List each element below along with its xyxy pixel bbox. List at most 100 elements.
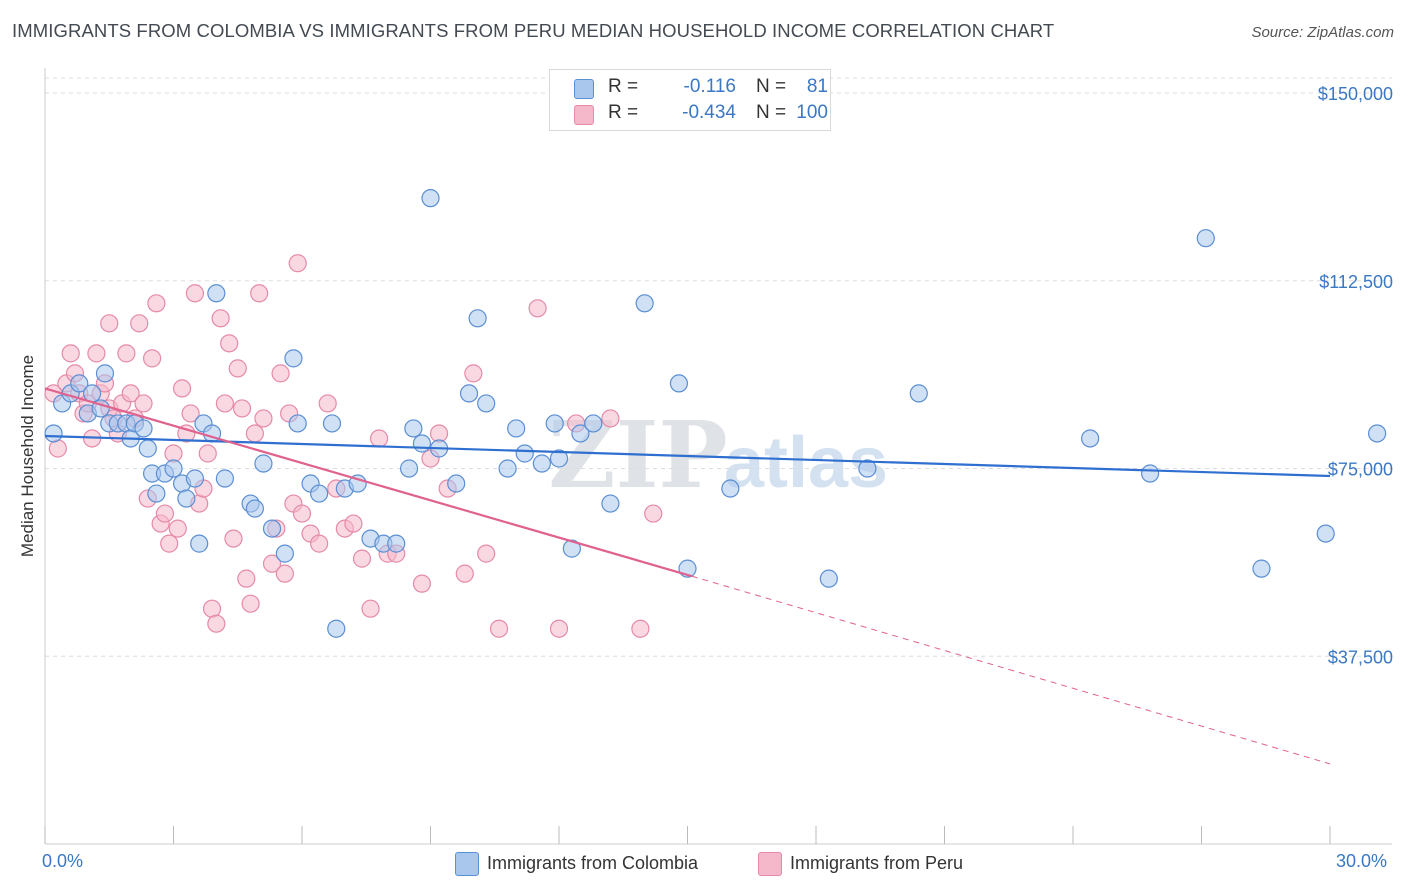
colombia-r-value: -0.116: [683, 76, 736, 97]
colombia-legend-swatch: [455, 852, 479, 876]
peru-r-value: -0.434: [682, 102, 736, 123]
peru-point: [318, 394, 337, 413]
colombia-point: [207, 284, 226, 303]
peru-point: [412, 574, 432, 593]
peru-point: [207, 614, 226, 633]
peru-swatch: [574, 105, 594, 125]
y-tick-label: $112,500: [1319, 272, 1393, 292]
colombia-r-label: R =: [608, 76, 639, 97]
peru-point: [228, 359, 247, 378]
colombia-point: [147, 484, 166, 503]
colombia-point: [1196, 229, 1215, 248]
x-tick-label-max: 30.0%: [1336, 851, 1388, 871]
peru-point: [220, 334, 239, 353]
peru-point: [254, 409, 273, 428]
colombia-swatch: [574, 79, 594, 99]
colombia-point: [1316, 524, 1335, 543]
colombia-point: [545, 414, 564, 433]
colombia-point: [477, 394, 496, 413]
peru-point: [370, 429, 389, 448]
colombia-point: [447, 474, 466, 493]
colombia-point: [507, 419, 526, 438]
colombia-point: [327, 619, 346, 638]
peru-point: [241, 594, 260, 613]
colombia-points: [44, 189, 1387, 638]
peru-point: [631, 619, 650, 638]
trend-lines: [44, 387, 1331, 765]
x-tick-label-min: 0.0%: [42, 851, 84, 871]
peru-point: [464, 364, 483, 383]
colombia-point: [134, 419, 153, 438]
peru-point: [48, 439, 67, 458]
peru-trend-extension: [691, 575, 1331, 765]
colombia-point: [310, 484, 329, 503]
colombia-point: [498, 459, 517, 478]
grid-lines: [45, 77, 1392, 657]
peru-point: [100, 314, 119, 333]
colombia-point: [721, 479, 740, 498]
colombia-point: [1368, 424, 1387, 443]
peru-point: [202, 599, 222, 618]
colombia-point: [215, 469, 234, 488]
peru-point: [185, 284, 205, 303]
peru-point: [361, 599, 380, 618]
colombia-point: [262, 519, 282, 538]
colombia-legend-label: Immigrants from Colombia: [487, 853, 699, 873]
axes: [44, 68, 1392, 845]
colombia-point: [254, 454, 273, 473]
colombia-n-value: 81: [806, 76, 828, 97]
colombia-trend-line: [44, 434, 1331, 478]
peru-point: [121, 384, 140, 403]
colombia-point: [44, 424, 63, 443]
peru-point: [344, 514, 363, 533]
peru-point: [275, 564, 294, 583]
colombia-point: [562, 539, 581, 558]
peru-point: [160, 534, 179, 553]
colombia-point: [95, 364, 115, 383]
peru-trend-line: [44, 387, 693, 578]
colombia-point: [468, 309, 487, 328]
peru-point: [61, 344, 80, 363]
colombia-point: [275, 544, 294, 563]
colombia-point: [601, 494, 620, 513]
peru-point: [489, 619, 509, 638]
correlation-legend: R = -0.116 N = 81 R = -0.434 N = 100: [549, 69, 831, 131]
peru-point: [168, 519, 187, 538]
colombia-point: [909, 384, 928, 403]
colombia-point: [190, 534, 209, 553]
peru-point: [477, 544, 496, 563]
peru-point: [211, 309, 230, 328]
peru-points: [44, 254, 663, 638]
peru-point: [549, 619, 569, 638]
peru-point: [87, 344, 106, 363]
peru-legend-swatch: [758, 852, 782, 876]
colombia-point: [1252, 559, 1271, 578]
peru-point: [130, 314, 149, 333]
peru-point: [271, 364, 290, 383]
peru-point: [224, 529, 243, 548]
colombia-point: [185, 469, 205, 488]
source-label: Source: ZipAtlas.com: [1251, 24, 1394, 41]
colombia-point: [858, 459, 877, 478]
colombia-point: [549, 449, 569, 468]
colombia-point: [819, 569, 838, 588]
colombia-point: [177, 489, 196, 508]
colombia-point: [164, 459, 183, 478]
y-tick-label: $75,000: [1328, 460, 1393, 480]
colombia-point: [584, 414, 603, 433]
colombia-point: [532, 454, 551, 473]
colombia-point: [288, 414, 307, 433]
peru-point: [288, 254, 307, 273]
colombia-point: [515, 444, 534, 463]
peru-point: [292, 504, 312, 523]
colombia-point: [421, 189, 440, 208]
peru-point: [250, 284, 269, 303]
colombia-point: [1081, 429, 1100, 448]
colombia-point: [399, 459, 419, 478]
colombia-point: [669, 374, 689, 393]
peru-point: [172, 379, 192, 398]
peru-point: [262, 554, 282, 573]
colombia-point: [70, 374, 89, 393]
peru-n-value: 100: [796, 102, 828, 123]
